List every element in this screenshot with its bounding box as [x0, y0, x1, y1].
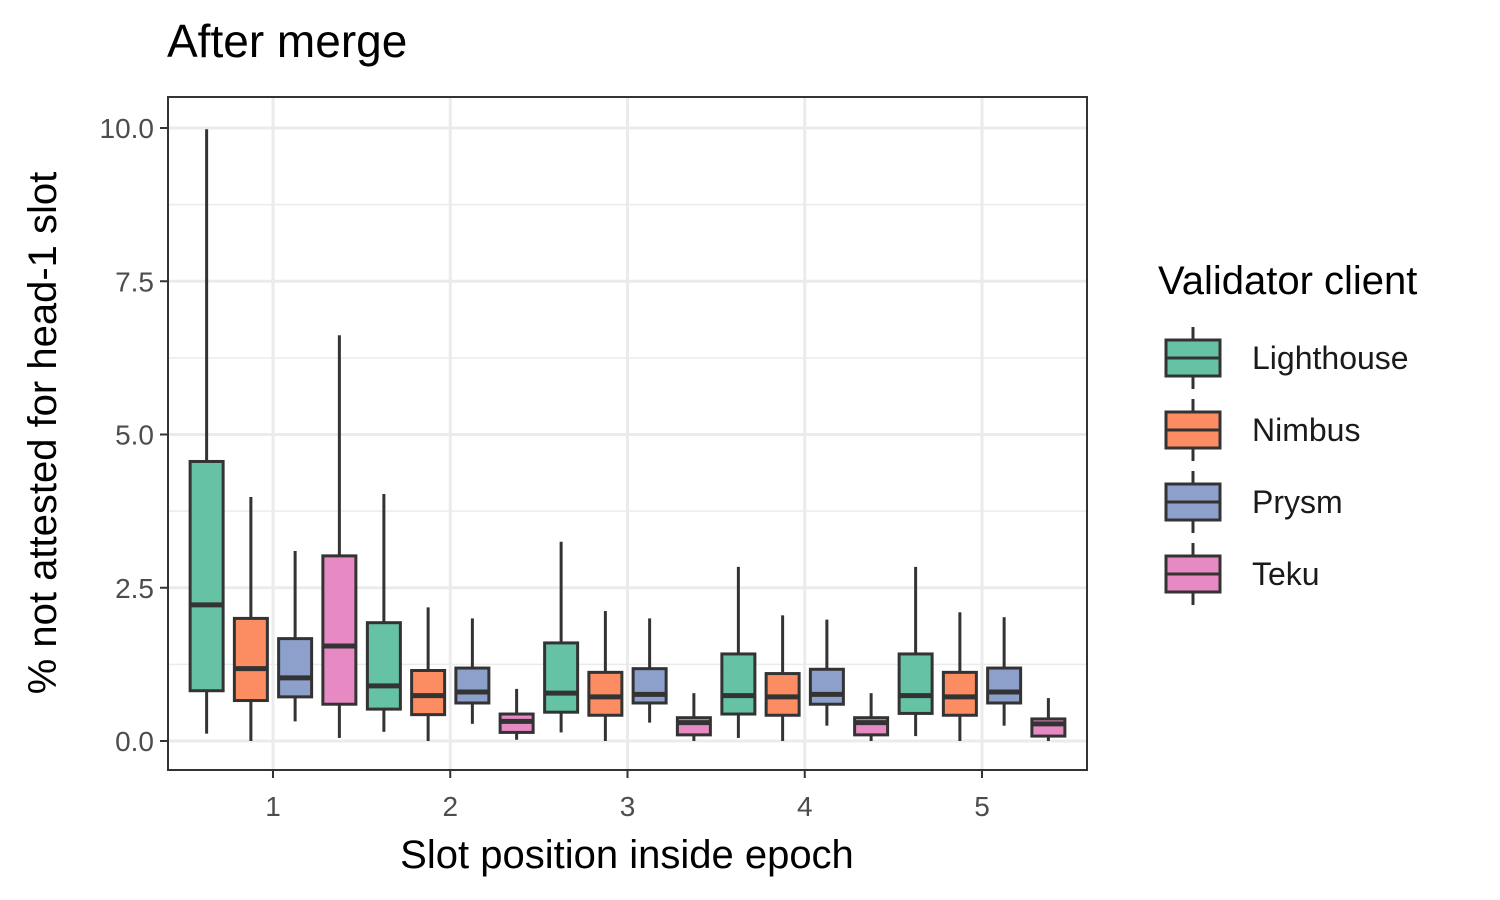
- box-prysm-slot-5: [986, 617, 1023, 726]
- box-lighthouse-slot-4: [720, 566, 757, 738]
- box-prysm-slot-4: [808, 619, 845, 726]
- box-iqr: [188, 459, 225, 693]
- legend-item-nimbus: Nimbus: [1164, 399, 1360, 461]
- legend-title: Validator client: [1158, 259, 1417, 303]
- box-nimbus-slot-1: [232, 497, 269, 741]
- box-nimbus-slot-3: [587, 611, 624, 741]
- legend-label: Prysm: [1252, 484, 1343, 520]
- box-teku-slot-4: [853, 693, 890, 741]
- legend-item-prysm: Prysm: [1164, 471, 1343, 533]
- box-nimbus-slot-5: [941, 612, 978, 741]
- box-marks: [188, 129, 1067, 741]
- box-iqr: [986, 666, 1023, 705]
- legend-item-teku: Teku: [1164, 543, 1320, 605]
- box-iqr: [941, 670, 978, 717]
- box-iqr: [897, 652, 934, 715]
- box-nimbus-slot-4: [764, 615, 801, 741]
- y-axis-title: % not attested for head-1 slot: [21, 172, 65, 695]
- y-tick-label: 10.0: [100, 113, 155, 144]
- box-iqr: [454, 666, 491, 705]
- box-lighthouse-slot-1: [188, 129, 225, 734]
- box-nimbus-slot-2: [410, 607, 447, 741]
- box-prysm-slot-3: [631, 618, 668, 723]
- box-prysm-slot-2: [454, 618, 491, 724]
- box-iqr: [720, 652, 757, 716]
- grid-lines: [168, 97, 1087, 770]
- x-tick-label: 4: [797, 791, 813, 822]
- box-teku-slot-2: [498, 688, 535, 740]
- y-tick-label: 7.5: [115, 266, 154, 297]
- x-tick-label: 1: [265, 791, 281, 822]
- box-prysm-slot-1: [277, 550, 314, 722]
- y-tick-label: 0.0: [115, 726, 154, 757]
- box-lighthouse-slot-3: [543, 541, 580, 733]
- box-iqr: [232, 616, 269, 703]
- box-lighthouse-slot-2: [365, 493, 402, 732]
- y-tick-label: 2.5: [115, 573, 154, 604]
- box-iqr: [365, 621, 402, 711]
- box-iqr: [321, 554, 358, 706]
- y-tick-label: 5.0: [115, 420, 154, 451]
- box-teku-slot-5: [1030, 698, 1067, 741]
- box-iqr: [410, 669, 447, 717]
- legend-item-lighthouse: Lighthouse: [1164, 327, 1409, 389]
- box-iqr: [808, 667, 845, 706]
- axes: 0.0 2.5 5.0 7.5 10.0 1 2 3 4 5: [100, 113, 990, 822]
- x-axis-title: Slot position inside epoch: [400, 833, 854, 877]
- box-iqr: [587, 670, 624, 717]
- box-lighthouse-slot-5: [897, 566, 934, 737]
- chart-title: After merge: [167, 15, 408, 67]
- x-tick-label: 5: [974, 791, 990, 822]
- legend-label: Teku: [1252, 556, 1320, 592]
- legend: Lighthouse Nimbus Prysm Teku: [1164, 327, 1409, 605]
- box-iqr: [631, 667, 668, 705]
- box-iqr: [543, 641, 580, 714]
- box-teku-slot-1: [321, 335, 358, 738]
- x-tick-label: 2: [442, 791, 458, 822]
- box-iqr: [277, 637, 314, 699]
- legend-label: Nimbus: [1252, 412, 1360, 448]
- box-teku-slot-3: [675, 693, 712, 741]
- legend-label: Lighthouse: [1252, 340, 1409, 376]
- x-tick-label: 3: [620, 791, 636, 822]
